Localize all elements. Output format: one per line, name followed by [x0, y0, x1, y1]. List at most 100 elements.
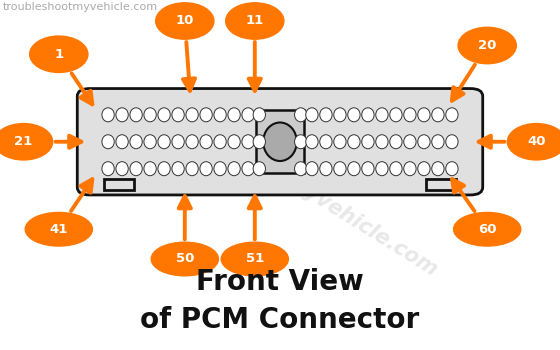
Ellipse shape [334, 135, 346, 149]
Ellipse shape [320, 135, 332, 149]
Ellipse shape [186, 108, 198, 122]
FancyBboxPatch shape [426, 179, 456, 190]
Ellipse shape [102, 135, 114, 149]
Ellipse shape [30, 36, 88, 72]
Ellipse shape [221, 242, 288, 276]
Ellipse shape [253, 108, 265, 122]
Ellipse shape [130, 135, 142, 149]
Ellipse shape [446, 135, 458, 149]
Ellipse shape [507, 124, 560, 160]
Ellipse shape [200, 135, 212, 149]
Text: 40: 40 [527, 135, 546, 148]
Ellipse shape [390, 135, 402, 149]
Ellipse shape [320, 108, 332, 122]
Text: Front View: Front View [196, 268, 364, 296]
Text: 60: 60 [478, 223, 497, 236]
Ellipse shape [130, 108, 142, 122]
Ellipse shape [228, 162, 240, 176]
Ellipse shape [334, 162, 346, 176]
Text: troubleshootmyvehicle.com: troubleshootmyvehicle.com [3, 2, 158, 13]
Ellipse shape [172, 162, 184, 176]
Text: 41: 41 [50, 223, 68, 236]
Ellipse shape [418, 162, 430, 176]
Ellipse shape [348, 108, 360, 122]
Ellipse shape [362, 135, 374, 149]
Ellipse shape [306, 108, 318, 122]
Ellipse shape [172, 135, 184, 149]
Ellipse shape [226, 3, 284, 39]
Ellipse shape [404, 135, 416, 149]
FancyBboxPatch shape [256, 110, 304, 173]
Ellipse shape [376, 108, 388, 122]
Ellipse shape [214, 135, 226, 149]
Ellipse shape [295, 108, 307, 122]
Ellipse shape [348, 162, 360, 176]
Ellipse shape [418, 135, 430, 149]
Ellipse shape [25, 212, 92, 246]
Ellipse shape [158, 108, 170, 122]
Ellipse shape [253, 135, 265, 149]
Ellipse shape [404, 108, 416, 122]
Ellipse shape [158, 162, 170, 176]
Ellipse shape [214, 162, 226, 176]
Ellipse shape [306, 162, 318, 176]
Ellipse shape [454, 212, 521, 246]
Text: troubleshootmyvehicle.com: troubleshootmyvehicle.com [153, 90, 441, 281]
Text: of PCM Connector: of PCM Connector [141, 306, 419, 334]
Ellipse shape [253, 162, 265, 176]
Ellipse shape [295, 135, 307, 149]
Ellipse shape [242, 162, 254, 176]
Ellipse shape [144, 108, 156, 122]
Ellipse shape [458, 27, 516, 64]
Ellipse shape [158, 135, 170, 149]
Text: 11: 11 [246, 14, 264, 28]
FancyBboxPatch shape [104, 179, 134, 190]
Ellipse shape [376, 162, 388, 176]
Ellipse shape [404, 162, 416, 176]
Ellipse shape [151, 242, 218, 276]
Ellipse shape [348, 135, 360, 149]
Ellipse shape [130, 162, 142, 176]
Ellipse shape [362, 162, 374, 176]
Ellipse shape [102, 108, 114, 122]
Text: 20: 20 [478, 39, 496, 52]
Ellipse shape [446, 162, 458, 176]
Ellipse shape [295, 162, 307, 176]
Ellipse shape [228, 135, 240, 149]
Text: 51: 51 [246, 252, 264, 266]
Ellipse shape [390, 108, 402, 122]
Text: 50: 50 [176, 252, 194, 266]
Ellipse shape [418, 108, 430, 122]
Ellipse shape [334, 108, 346, 122]
Ellipse shape [432, 108, 444, 122]
Ellipse shape [242, 135, 254, 149]
Ellipse shape [144, 162, 156, 176]
Ellipse shape [144, 135, 156, 149]
Ellipse shape [432, 162, 444, 176]
Ellipse shape [116, 135, 128, 149]
Ellipse shape [376, 135, 388, 149]
Ellipse shape [102, 162, 114, 176]
Ellipse shape [228, 108, 240, 122]
Ellipse shape [116, 162, 128, 176]
Ellipse shape [156, 3, 214, 39]
Text: 1: 1 [54, 48, 63, 61]
Ellipse shape [200, 162, 212, 176]
Ellipse shape [214, 108, 226, 122]
Ellipse shape [320, 162, 332, 176]
FancyBboxPatch shape [77, 89, 483, 195]
Text: 21: 21 [15, 135, 32, 148]
Ellipse shape [0, 124, 53, 160]
Ellipse shape [390, 162, 402, 176]
Ellipse shape [200, 108, 212, 122]
Ellipse shape [306, 135, 318, 149]
Text: 10: 10 [176, 14, 194, 28]
Ellipse shape [362, 108, 374, 122]
Ellipse shape [116, 108, 128, 122]
Ellipse shape [432, 135, 444, 149]
Ellipse shape [263, 122, 297, 161]
Ellipse shape [242, 108, 254, 122]
Ellipse shape [446, 108, 458, 122]
Ellipse shape [186, 162, 198, 176]
Ellipse shape [172, 108, 184, 122]
